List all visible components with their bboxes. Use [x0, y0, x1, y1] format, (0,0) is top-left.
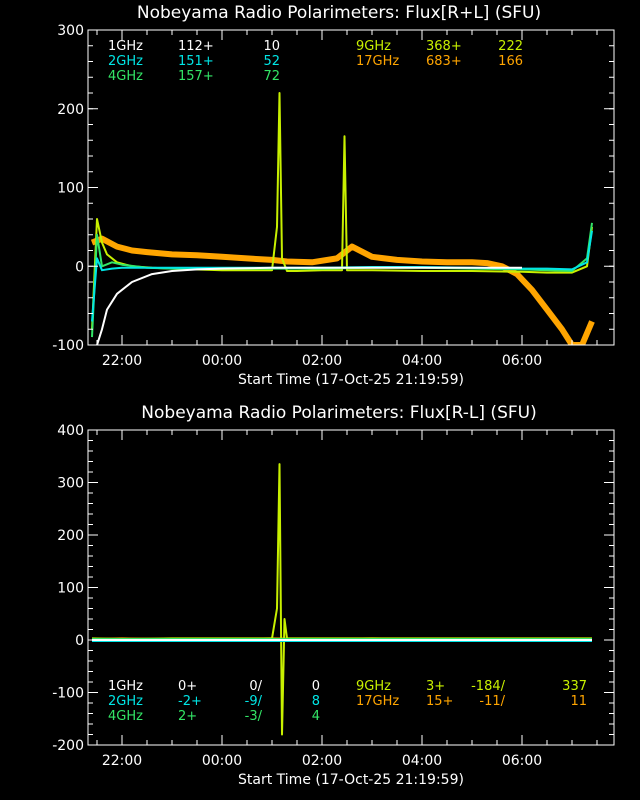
- legend-band: 4GHz: [108, 709, 143, 724]
- y-tick-label: 300: [57, 23, 84, 39]
- legend-band: 9GHz: [356, 679, 391, 694]
- legend-value-c: 11: [570, 694, 587, 709]
- legend-band: 1GHz: [108, 39, 143, 54]
- legend-value-c: 8: [312, 694, 320, 709]
- legend-band: 1GHz: [108, 679, 143, 694]
- legend-value-a: 151+: [178, 54, 214, 69]
- y-tick-label: -100: [52, 338, 84, 354]
- x-tick-label: 04:00: [402, 353, 442, 369]
- legend-value-a: 368+: [426, 39, 462, 54]
- x-tick-label: 22:00: [102, 753, 142, 769]
- legend-value-a: 157+: [178, 69, 214, 84]
- legend-value-b: -3/: [245, 709, 263, 724]
- legend-band: 9GHz: [356, 39, 391, 54]
- legend-value-b: 0/: [249, 679, 262, 694]
- chart-panel-1: [87, 29, 615, 346]
- series-group: [91, 463, 593, 736]
- legend-value-a: 2+: [178, 709, 197, 724]
- legend-value-b: 166: [498, 54, 523, 69]
- x-tick-label: 00:00: [202, 753, 242, 769]
- legend-value-c: 0: [312, 679, 320, 694]
- x-tick-label: 06:00: [502, 753, 542, 769]
- legend-value-a: 112+: [178, 39, 214, 54]
- legend-value-a: 0+: [178, 679, 197, 694]
- legend-value-b: 72: [263, 69, 280, 84]
- y-tick-label: 200: [57, 102, 84, 118]
- legend-value-b: 10: [263, 39, 280, 54]
- legend-value-c: 4: [312, 709, 320, 724]
- x-tick-label: 22:00: [102, 353, 142, 369]
- chart-title: Nobeyama Radio Polarimeters: Flux[R-L] (…: [141, 403, 536, 423]
- y-tick-label: 0: [75, 633, 84, 649]
- series-line-17ghz: [90, 235, 595, 345]
- x-tick-label: 00:00: [202, 353, 242, 369]
- legend-band: 2GHz: [108, 54, 143, 69]
- legend-value-b: -9/: [245, 694, 263, 709]
- x-tick-label: 02:00: [302, 353, 342, 369]
- series-line-1ghz: [96, 266, 522, 345]
- series-group: [90, 92, 595, 345]
- legend-band: 17GHz: [356, 54, 399, 69]
- chart-panel-2: [87, 429, 615, 746]
- plot-frame: [87, 429, 615, 746]
- x-axis-label: Start Time (17-Oct-25 21:19:59): [238, 772, 464, 788]
- x-tick-label: 04:00: [402, 753, 442, 769]
- chart-title: Nobeyama Radio Polarimeters: Flux[R+L] (…: [137, 3, 541, 23]
- legend-value-c: 337: [562, 679, 587, 694]
- legend-value-b: -184/: [471, 679, 506, 694]
- legend-band: 4GHz: [108, 69, 143, 84]
- y-tick-label: -200: [52, 738, 84, 754]
- series-line-9ghz: [91, 92, 593, 330]
- x-tick-label: 02:00: [302, 753, 342, 769]
- y-tick-label: 400: [57, 423, 84, 439]
- legend-value-a: 15+: [426, 694, 453, 709]
- legend-value-a: -2+: [178, 694, 202, 709]
- legend-value-b: -11/: [479, 694, 505, 709]
- legend-value-b: 222: [498, 39, 523, 54]
- legend-band: 2GHz: [108, 694, 143, 709]
- legend-value-a: 683+: [426, 54, 462, 69]
- legend-band: 17GHz: [356, 694, 399, 709]
- y-tick-label: 200: [57, 528, 84, 544]
- legend-value-a: 3+: [426, 679, 445, 694]
- y-tick-label: 100: [57, 581, 84, 597]
- legend-value-b: 52: [263, 54, 280, 69]
- y-tick-label: 0: [75, 259, 84, 275]
- series-line-9ghz: [91, 463, 592, 736]
- y-tick-label: -100: [52, 686, 84, 702]
- y-tick-label: 300: [57, 476, 84, 492]
- x-axis-label: Start Time (17-Oct-25 21:19:59): [238, 372, 464, 388]
- x-tick-label: 06:00: [502, 353, 542, 369]
- y-tick-label: 100: [57, 181, 84, 197]
